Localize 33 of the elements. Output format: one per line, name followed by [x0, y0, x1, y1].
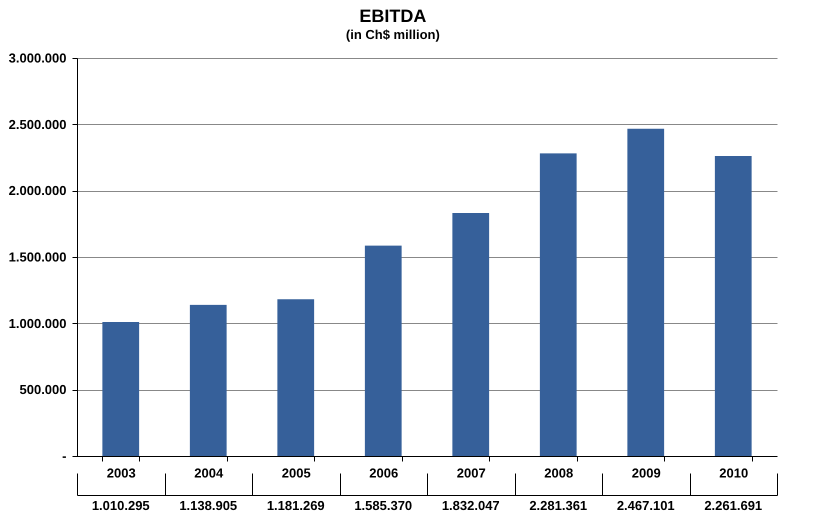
y-tick-label: 500.000 — [20, 382, 66, 398]
chart-subtitle: (in Ch$ million) — [346, 27, 440, 42]
bar — [364, 246, 402, 456]
bar — [627, 128, 664, 456]
y-tick-label: 1.500.000 — [8, 250, 66, 264]
y-tick-label: 2.500.000 — [8, 116, 66, 132]
x-tick-label: 2004 — [194, 466, 224, 480]
y-tick-label: 3.000.000 — [8, 50, 66, 66]
x-tick-label: 2009 — [632, 466, 661, 480]
x-tick-label: 2008 — [544, 466, 574, 480]
bar — [102, 322, 140, 456]
data-label: 1.181.269 — [266, 498, 325, 513]
x-tick-label: 2010 — [719, 466, 748, 480]
data-label: 1.585.370 — [354, 498, 412, 513]
x-tick-label: 2007 — [456, 466, 486, 480]
bar — [190, 304, 227, 456]
bar — [540, 153, 577, 456]
bar — [277, 299, 314, 456]
data-label: 1.832.047 — [442, 498, 500, 513]
x-tick-label: 2006 — [369, 466, 398, 480]
chart-title: EBITDA — [359, 6, 426, 26]
data-label: 2.467.101 — [616, 498, 675, 513]
data-label: 1.010.295 — [92, 498, 150, 513]
y-tick-label: 1.000.000 — [8, 316, 66, 331]
data-label: 2.281.361 — [529, 498, 588, 513]
x-tick-label: 2005 — [282, 466, 311, 480]
y-tick-label: 2.000.000 — [8, 183, 66, 198]
bar — [452, 212, 490, 456]
data-label: 2.261.691 — [704, 498, 762, 513]
bar — [714, 156, 752, 456]
y-tick-label: - — [62, 448, 66, 464]
x-tick-label: 2003 — [106, 466, 136, 480]
data-label: 1.138.905 — [179, 498, 238, 513]
